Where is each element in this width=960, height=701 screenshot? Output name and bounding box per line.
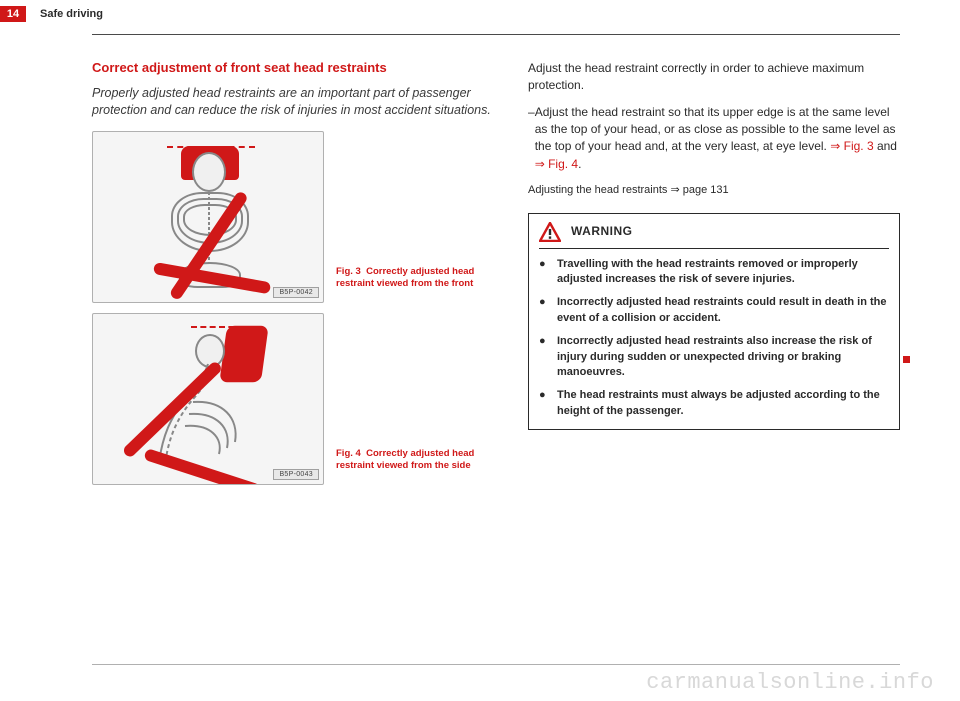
instruction-list: – Adjust the head restraint so that its … <box>528 104 900 174</box>
instruction-item: Adjust the head restraint so that its up… <box>535 104 900 174</box>
figure-4-label: Fig. 4 <box>336 448 361 459</box>
warning-item: ●The head restraints must always be adju… <box>539 388 889 419</box>
figure-4-illustration: B5P-0043 <box>92 313 324 485</box>
watermark: carmanualsonline.info <box>646 670 934 695</box>
warning-title: WARNING <box>571 223 633 240</box>
section-title: Safe driving <box>40 8 103 20</box>
warning-icon <box>539 222 561 242</box>
intro-paragraph: Adjust the head restraint correctly in o… <box>528 60 900 94</box>
figure-4-caption: Fig. 4 Correctly adjusted head restraint… <box>336 448 476 473</box>
figure-3-caption: Fig. 3 Correctly adjusted head restraint… <box>336 266 476 291</box>
figure-4-row: B5P-0043 Fig. 4 Correctly adjusted head … <box>92 313 492 485</box>
warning-text: Travelling with the head restraints remo… <box>557 257 889 288</box>
page-header: 14 Safe driving <box>0 0 960 22</box>
right-column: Adjust the head restraint correctly in o… <box>528 60 900 681</box>
header-rule <box>92 34 900 35</box>
period: . <box>578 157 581 171</box>
warning-item: ●Incorrectly adjusted head restraints co… <box>539 295 889 326</box>
warning-header: WARNING <box>539 222 889 249</box>
content-columns: Correct adjustment of front seat head re… <box>92 60 900 681</box>
figure-4-tag: B5P-0043 <box>273 469 319 480</box>
end-of-section-icon <box>903 356 910 363</box>
warning-text: The head restraints must always be adjus… <box>557 388 889 419</box>
adjust-note: Adjusting the head restraints ⇒ page 131 <box>528 183 900 198</box>
warning-item: ●Incorrectly adjusted head restraints al… <box>539 334 889 380</box>
lead-paragraph: Properly adjusted head restraints are an… <box>92 85 492 119</box>
figure-3-illustration: B5P-0042 <box>92 131 324 303</box>
figure-3-label: Fig. 3 <box>336 266 361 277</box>
fig3-ref: ⇒ Fig. 3 <box>830 139 873 153</box>
warning-box: WARNING ●Travelling with the head restra… <box>528 213 900 431</box>
dash-bullet: – <box>528 104 535 174</box>
left-column: Correct adjustment of front seat head re… <box>92 60 492 681</box>
subsection-heading: Correct adjustment of front seat head re… <box>92 60 492 75</box>
footer-rule <box>92 664 900 665</box>
warning-text: Incorrectly adjusted head restraints als… <box>557 334 889 380</box>
warning-text: Incorrectly adjusted head restraints cou… <box>557 295 889 326</box>
warning-item: ●Travelling with the head restraints rem… <box>539 257 889 288</box>
page-number: 14 <box>0 6 26 22</box>
figure-3-tag: B5P-0042 <box>273 287 319 298</box>
fig4-ref: ⇒ Fig. 4 <box>535 157 578 171</box>
and-text: and <box>874 139 897 153</box>
figure-3-row: B5P-0042 Fig. 3 Correctly adjusted head … <box>92 131 492 303</box>
